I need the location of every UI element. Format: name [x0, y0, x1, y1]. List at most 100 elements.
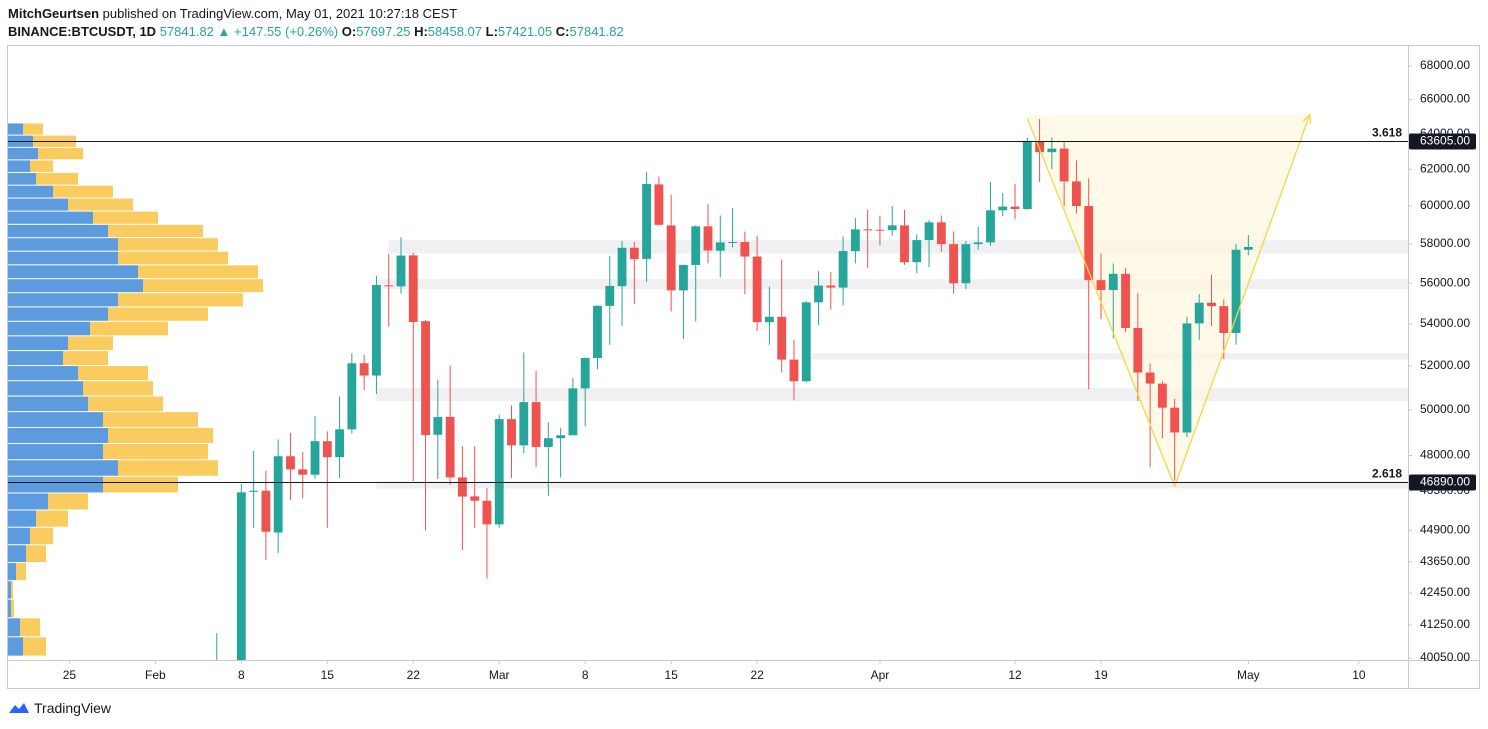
vp-buy [8, 427, 108, 443]
candle-body [1072, 181, 1081, 207]
candle-body [826, 285, 836, 288]
price-label-bg [1409, 133, 1476, 150]
x-tick-label: 22 [407, 668, 421, 682]
y-tick-label: 54000.00 [1420, 316, 1470, 330]
y-tick-label: 62000.00 [1420, 162, 1470, 176]
candle-body [973, 242, 983, 245]
vp-sell [138, 265, 258, 279]
vp-buy [8, 545, 26, 563]
candle-body [1010, 206, 1020, 210]
candle-body [998, 206, 1008, 211]
vp-buy [8, 581, 11, 599]
candle-body [519, 402, 529, 446]
candle-body [433, 417, 443, 435]
vp-buy [8, 336, 68, 351]
candle-body [875, 229, 885, 231]
candle-body [740, 242, 750, 257]
vp-buy [8, 396, 88, 412]
y-tick-label: 52000.00 [1420, 358, 1470, 372]
candle-body [1121, 273, 1130, 328]
candle-body [900, 225, 909, 263]
candle-body [887, 225, 897, 231]
candle-body [961, 244, 971, 284]
y-tick-label: 43650.00 [1420, 554, 1470, 568]
candle-body [580, 358, 590, 389]
candle-body [715, 242, 725, 251]
close: 57841.82 [569, 24, 624, 39]
vp-buy [8, 185, 53, 198]
vp-buy [8, 443, 103, 460]
vp-buy [8, 251, 118, 265]
candle-body [1194, 302, 1204, 324]
x-tick-label: Mar [489, 668, 510, 682]
x-tick-label: May [1237, 668, 1260, 682]
candle-body [212, 680, 221, 708]
candle-body [1084, 206, 1094, 281]
candle-body [863, 229, 873, 231]
vp-buy [8, 366, 78, 381]
price-label: 46890.00 [1420, 475, 1470, 489]
low: 57421.05 [497, 24, 553, 39]
vp-sell [36, 172, 78, 185]
x-tick-label: 12 [1008, 668, 1022, 682]
arrow: ▲ [217, 24, 231, 39]
candle-body [298, 469, 308, 475]
vp-buy [8, 618, 20, 637]
vp-buy [8, 381, 83, 396]
vp-sell [103, 443, 208, 460]
candle-body [347, 363, 357, 430]
candle-body [924, 222, 934, 241]
candle-body [556, 435, 566, 439]
vp-sell [83, 381, 153, 396]
brand: TradingView [34, 700, 112, 716]
vp-buy [8, 637, 23, 656]
vp-sell [90, 321, 168, 336]
x-tick-label: 15 [321, 668, 335, 682]
candle-body [1108, 273, 1118, 290]
logo [9, 703, 29, 713]
vp-sell [78, 366, 148, 381]
candle-body [617, 247, 627, 287]
pattern-area [1027, 114, 1310, 487]
candle-body [703, 226, 713, 251]
candle-body [1170, 407, 1180, 433]
candle-body [605, 285, 615, 306]
x-tick-label: 19 [1094, 668, 1108, 682]
vp-sell [68, 198, 133, 211]
vp-sell [26, 545, 46, 563]
candle-body [679, 264, 688, 291]
vp-buy [8, 293, 118, 307]
quote-line: BINANCE:BTCUSDT, 1D 57841.82 ▲ +147.55 (… [8, 23, 624, 41]
vp-buy [8, 198, 68, 211]
vp-sell [23, 637, 46, 656]
candle-body [494, 419, 504, 525]
zone [376, 481, 1408, 489]
candle-body [568, 388, 578, 436]
y-tick-label: 58000.00 [1420, 236, 1470, 250]
vp-sell [30, 160, 53, 172]
candle-body [728, 242, 737, 244]
vp-buy [8, 147, 38, 160]
x-tick-label: 22 [750, 668, 764, 682]
vp-buy [8, 265, 138, 279]
vp-buy [8, 599, 11, 618]
candle-body [654, 184, 664, 225]
candle-body [801, 302, 811, 382]
candle-body [642, 184, 652, 259]
candle-body [1022, 141, 1032, 210]
x-tick-label: Apr [871, 668, 890, 682]
candle-body [225, 680, 234, 691]
y-tick-label: 48000.00 [1420, 448, 1470, 462]
x-tick-label: 10 [1352, 668, 1366, 682]
vp-sell [36, 510, 68, 527]
x-tick-label: Feb [145, 668, 166, 682]
vp-buy [8, 238, 118, 251]
candle-body [949, 244, 959, 284]
candle-body [249, 490, 259, 492]
candle-body [286, 456, 295, 470]
vp-sell [108, 307, 208, 321]
y-tick-label: 56000.00 [1420, 275, 1470, 289]
candle-body [421, 321, 430, 436]
publish-line: MitchGeurtsen published on TradingView.c… [8, 5, 624, 23]
